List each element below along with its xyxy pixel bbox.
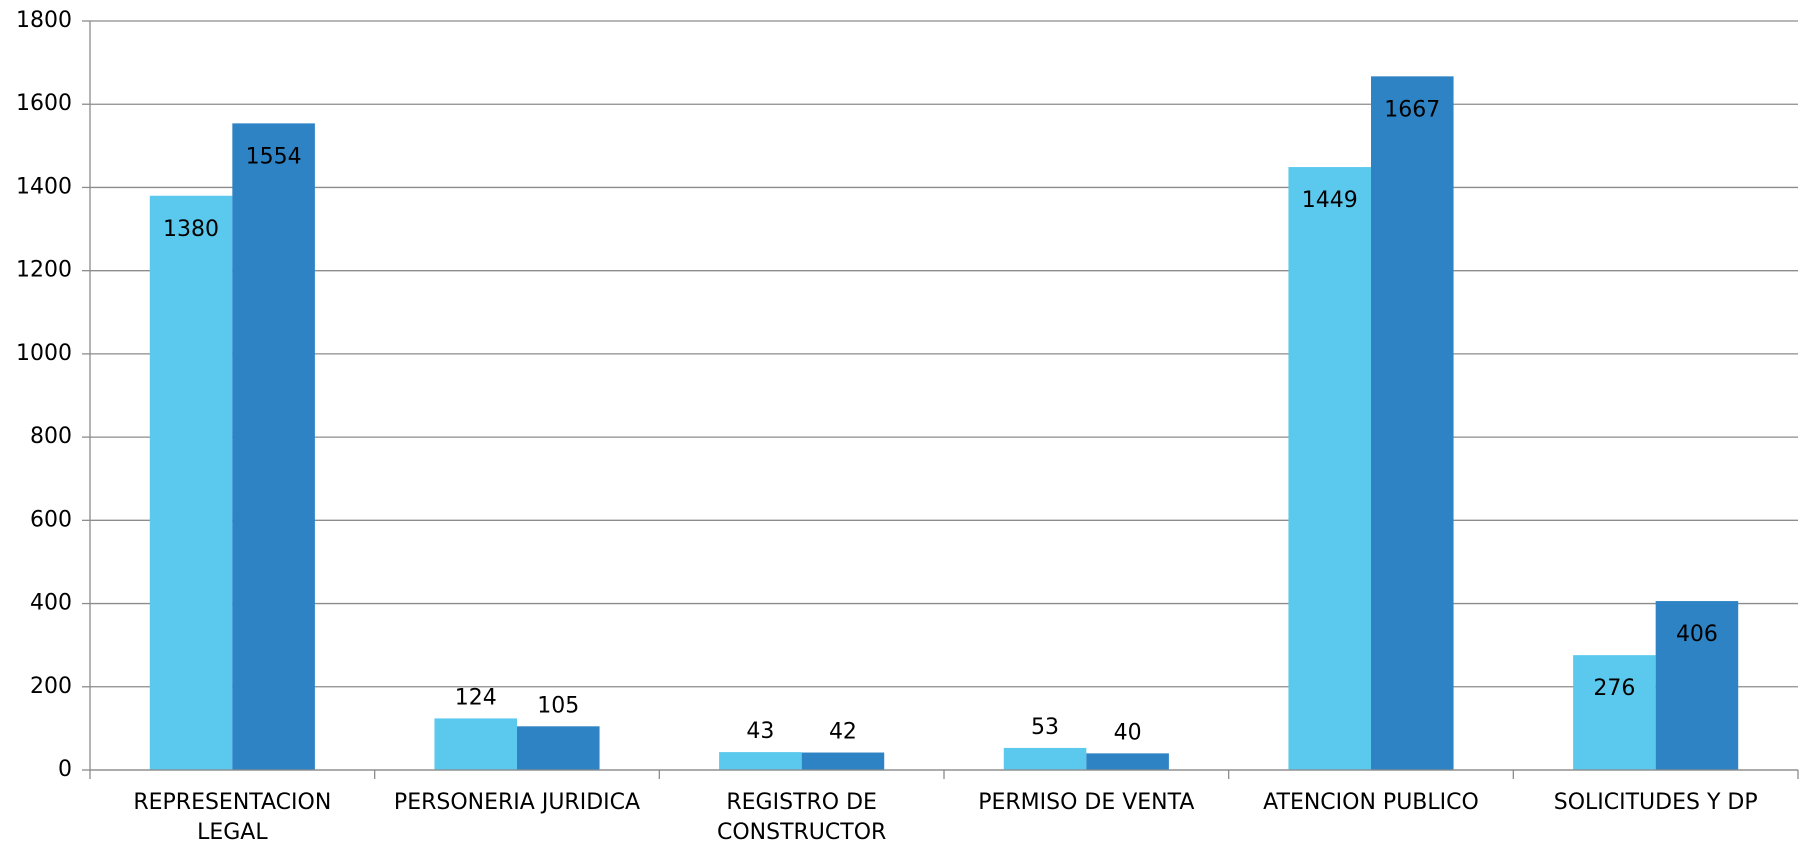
y-tick-label: 1400 xyxy=(16,174,72,199)
bar xyxy=(434,718,517,770)
bar xyxy=(232,123,315,770)
data-label: 105 xyxy=(537,693,579,718)
bar xyxy=(517,726,600,770)
data-label: 40 xyxy=(1114,720,1142,745)
y-tick-label: 400 xyxy=(30,591,72,616)
data-label: 43 xyxy=(746,719,774,744)
data-label: 1380 xyxy=(163,217,219,242)
y-tick-label: 200 xyxy=(30,674,72,699)
bar xyxy=(149,195,233,770)
bar xyxy=(1371,76,1454,771)
y-tick-label: 0 xyxy=(58,757,72,782)
bar xyxy=(801,752,885,770)
y-tick-label: 1800 xyxy=(16,8,72,33)
data-label: 1554 xyxy=(246,144,302,169)
y-tick-label: 1000 xyxy=(16,341,72,366)
x-tick-label: PERMISO DE VENTA xyxy=(978,790,1195,815)
x-tick-label: PERSONERIA JURIDICA xyxy=(393,790,641,815)
data-label: 42 xyxy=(829,720,857,745)
y-tick-label: 1200 xyxy=(16,258,72,283)
bar xyxy=(1573,655,1656,770)
data-label: 1667 xyxy=(1384,97,1440,122)
data-label: 53 xyxy=(1031,715,1059,740)
y-tick-label: 1600 xyxy=(16,91,72,116)
x-tick-label: REGISTRO DE CONSTRUCTOR xyxy=(716,790,887,845)
data-label: 276 xyxy=(1593,676,1635,701)
data-label: 406 xyxy=(1676,622,1718,647)
bar xyxy=(719,752,802,770)
bar xyxy=(1655,601,1739,770)
x-tick-label: SOLICITUDES Y DP xyxy=(1553,790,1758,815)
bar xyxy=(1003,747,1087,770)
data-label: 1449 xyxy=(1302,188,1358,213)
y-tick-label: 600 xyxy=(30,507,72,532)
y-tick-label: 800 xyxy=(30,424,72,449)
x-tick-label: ATENCION PUBLICO xyxy=(1263,790,1479,815)
bar xyxy=(1086,753,1169,770)
bar xyxy=(1288,167,1371,770)
x-tick-label: REPRESENTACION LEGAL xyxy=(133,790,332,845)
data-label: 124 xyxy=(455,685,497,710)
